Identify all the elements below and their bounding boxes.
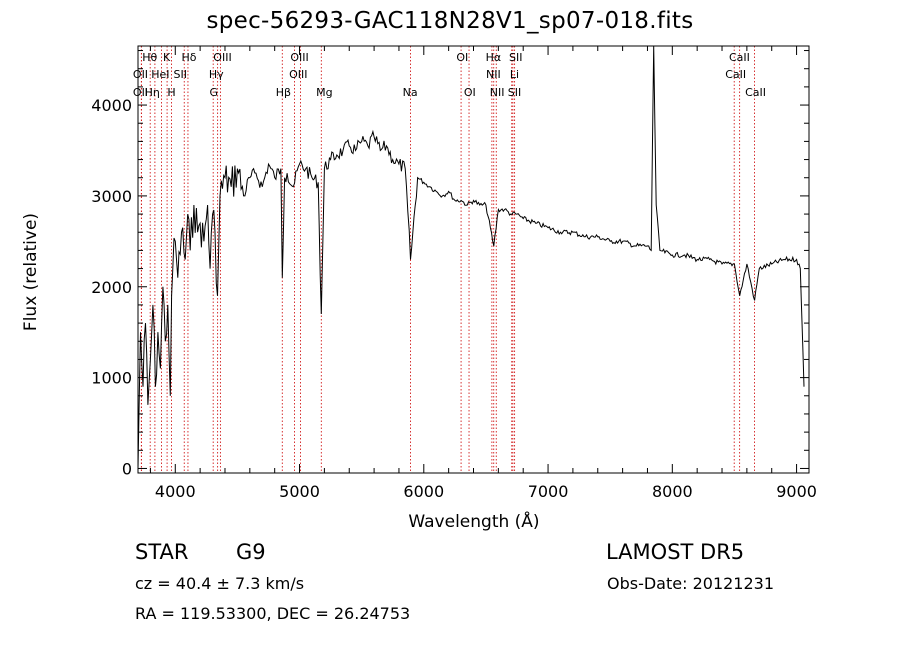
chart-title: spec-56293-GAC118N28V1_sp07-018.fits xyxy=(206,8,694,34)
object-subclass: G9 xyxy=(236,540,266,564)
spectral-line-label: Li xyxy=(510,68,519,81)
spectral-line-label: Hδ xyxy=(181,51,196,64)
observation-date: Obs-Date: 20121231 xyxy=(607,574,775,593)
spectral-line-label: OI xyxy=(464,86,476,99)
y-axis-label: Flux (relative) xyxy=(21,212,41,332)
spectral-line-label: G xyxy=(210,86,219,99)
y-tick-label: 0 xyxy=(122,459,132,478)
redshift-cz: cz = 40.4 ± 7.3 km/s xyxy=(135,574,305,593)
spectral-line-label: OIII xyxy=(289,68,307,81)
spectral-line-label: Hγ xyxy=(209,68,224,81)
object-class: STAR xyxy=(135,540,189,564)
y-tick-label: 2000 xyxy=(91,278,132,297)
spectral-line-label: HeI xyxy=(151,68,169,81)
y-tick-label: 3000 xyxy=(91,187,132,206)
y-tick-label: 4000 xyxy=(91,96,132,115)
spectral-line-label: Mg xyxy=(316,86,332,99)
x-tick-label: 6000 xyxy=(403,482,444,501)
plot-frame xyxy=(137,45,810,474)
spectral-line-label: H xyxy=(167,86,175,99)
x-tick-label: 8000 xyxy=(652,482,693,501)
x-tick-label: 5000 xyxy=(279,482,320,501)
spectral-line-label: Hα xyxy=(486,51,502,64)
x-tick-label: 9000 xyxy=(776,482,817,501)
spectral-line-label: CaII xyxy=(729,51,750,64)
spectral-line-label: OII xyxy=(133,68,148,81)
survey-name: LAMOST DR5 xyxy=(606,540,745,564)
spectral-line-label: OIII xyxy=(213,51,231,64)
spectral-line-label: SII xyxy=(508,86,521,99)
spectral-line-label: CaII xyxy=(745,86,766,99)
spectral-line-label: CaII xyxy=(725,68,746,81)
spectral-line-label: OI xyxy=(456,51,468,64)
flux-series-line xyxy=(137,45,805,469)
spectral-line-label: NII xyxy=(490,86,505,99)
y-tick-label: 1000 xyxy=(91,369,132,388)
spectral-line-label: Na xyxy=(403,86,418,99)
spectral-line-label: Hη xyxy=(145,86,160,99)
x-tick-label: 7000 xyxy=(528,482,569,501)
spectral-line-label: Hθ xyxy=(142,51,157,64)
spectral-line-label: NII xyxy=(486,68,501,81)
spectral-line-label: SII xyxy=(509,51,522,64)
spectral-line-label: Hβ xyxy=(276,86,291,99)
spectral-line-label: OIII xyxy=(290,51,308,64)
x-tick-label: 4000 xyxy=(155,482,196,501)
ra-dec: RA = 119.53300, DEC = 26.24753 xyxy=(135,604,411,623)
x-axis-label: Wavelength (Å) xyxy=(408,512,540,532)
spectral-line-label: OII xyxy=(133,86,148,99)
spectral-line-label: K xyxy=(163,51,171,64)
spectral-line-label: SII xyxy=(174,68,187,81)
